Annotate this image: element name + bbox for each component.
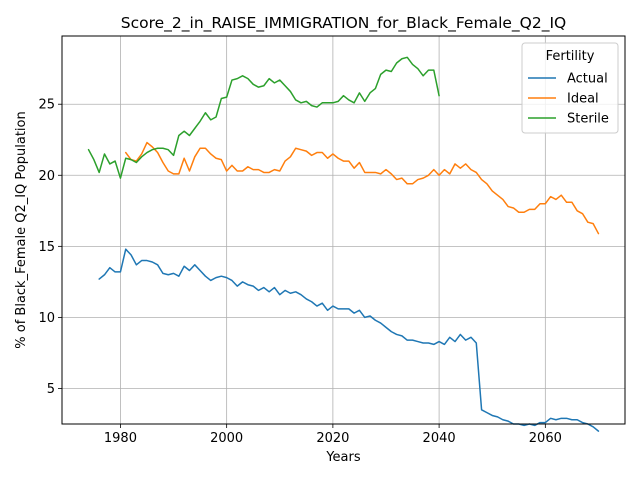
series-line-ideal: [124, 141, 600, 235]
y-tick-label: 5: [47, 382, 55, 397]
y-axis-label: % of Black_Female Q2_IQ Population: [14, 111, 29, 348]
x-tick-label: 2040: [423, 431, 456, 446]
legend-box: [521, 42, 619, 134]
x-tick-label: 2020: [316, 431, 349, 446]
legend-title: Fertility: [546, 49, 595, 64]
legend-label-actual: Actual: [567, 72, 608, 87]
series-line-sterile: [87, 56, 440, 179]
y-tick-label: 10: [38, 311, 55, 326]
y-tick-label: 20: [38, 169, 55, 184]
chart-title: Score_2_in_RAISE_IMMIGRATION_for_Black_F…: [121, 14, 567, 33]
x-tick-label: 2060: [529, 431, 562, 446]
legend-label-ideal: Ideal: [567, 92, 599, 107]
legend: Fertility Actual Ideal Sterile: [521, 42, 619, 134]
x-axis-label: Years: [325, 450, 361, 465]
legend-label-sterile: Sterile: [567, 112, 609, 127]
y-tick-label: 15: [38, 240, 55, 255]
plot-frame: [61, 35, 626, 425]
x-tick-label: 2000: [210, 431, 243, 446]
x-tick-label: 1980: [104, 431, 137, 446]
y-axis-ticks: 5 10 15 20 25: [38, 98, 62, 397]
y-tick-label: 25: [38, 98, 55, 113]
x-axis-ticks: 1980 2000 2020 2040 2060: [104, 424, 562, 446]
